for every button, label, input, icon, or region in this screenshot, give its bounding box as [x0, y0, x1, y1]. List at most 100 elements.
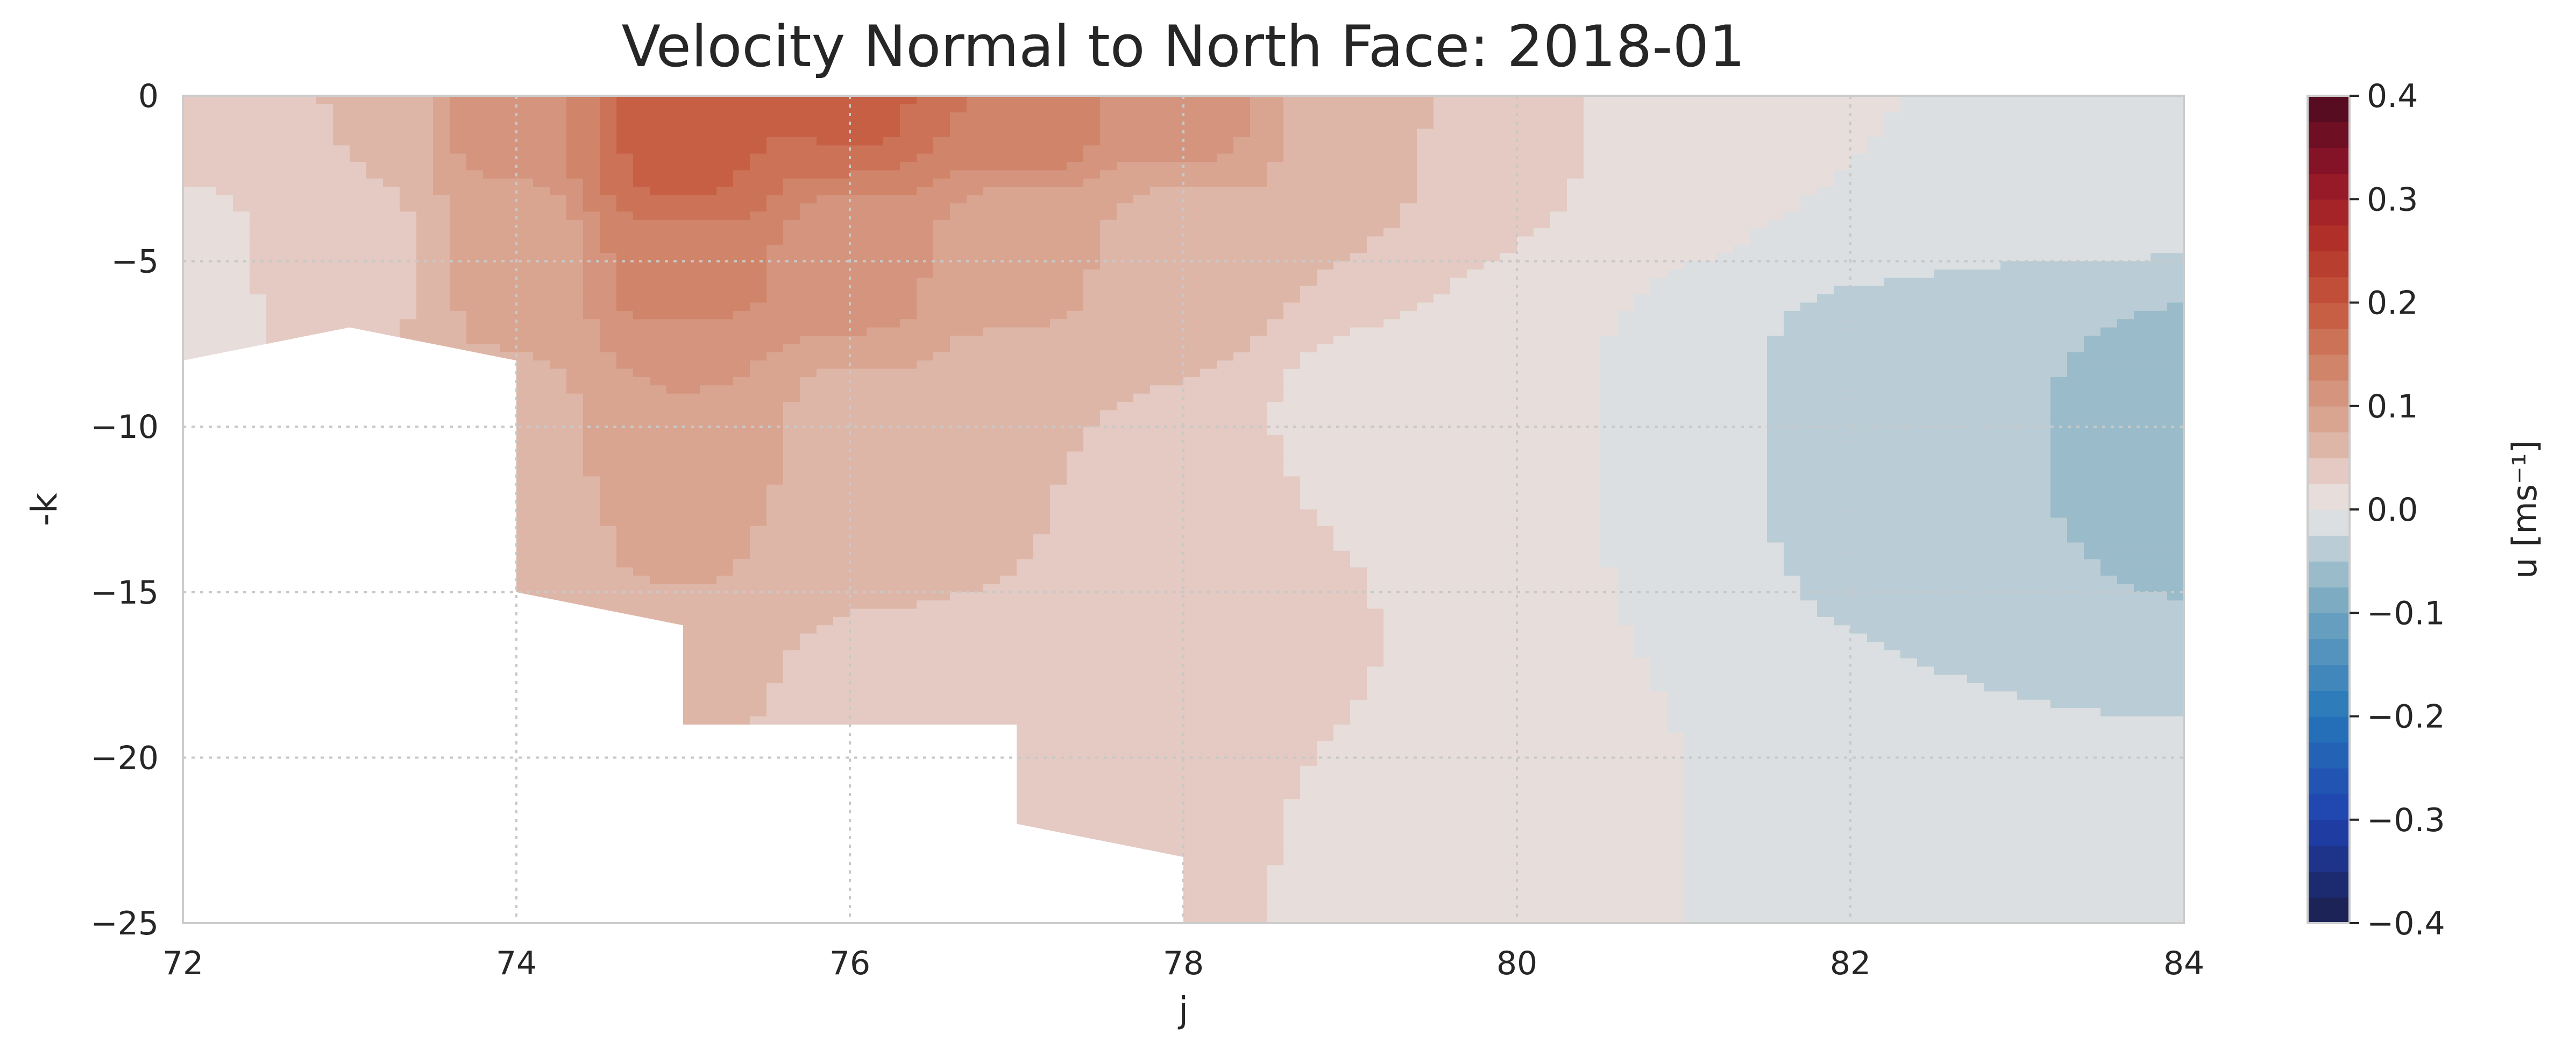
contour-cell	[983, 443, 1000, 452]
contour-cell	[200, 104, 217, 113]
contour-cell	[1000, 121, 1017, 130]
contour-cell	[900, 104, 917, 113]
contour-cell	[533, 327, 550, 336]
contour-cell	[283, 203, 300, 212]
contour-cell	[350, 302, 367, 311]
contour-cell	[250, 269, 267, 279]
contour-cell	[817, 261, 834, 270]
contour-cell	[767, 633, 784, 642]
contour-cell	[750, 269, 767, 279]
contour-cell	[700, 137, 717, 146]
contour-cell	[383, 327, 400, 336]
contour-cell	[500, 195, 517, 204]
contour-cell	[316, 203, 333, 212]
contour-cell	[500, 153, 517, 162]
contour-cell	[733, 476, 750, 485]
contour-cell	[750, 344, 767, 353]
contour-cell	[266, 162, 283, 171]
contour-cell	[700, 129, 717, 138]
contour-cell	[533, 542, 550, 551]
contour-cell	[683, 104, 700, 113]
contour-cell	[967, 584, 984, 593]
contour-cell	[483, 278, 500, 287]
contour-cell	[767, 319, 784, 328]
contour-cell	[550, 493, 567, 502]
contour-cell	[650, 534, 667, 543]
contour-cell	[200, 310, 217, 320]
contour-cell	[633, 526, 650, 535]
contour-cell	[1000, 203, 1017, 212]
contour-cell	[767, 228, 784, 237]
contour-cell	[633, 443, 650, 452]
contour-cell	[750, 584, 767, 593]
contour-cell	[867, 336, 884, 345]
contour-cell	[833, 137, 850, 146]
contour-cell	[883, 526, 900, 535]
contour-cell	[833, 170, 850, 179]
contour-cell	[533, 112, 550, 121]
contour-cell	[983, 203, 1000, 212]
contour-cell	[633, 509, 650, 519]
contour-cell	[933, 129, 950, 138]
contour-cell	[767, 699, 784, 708]
contour-cell	[500, 319, 517, 328]
contour-cell	[566, 592, 584, 601]
contour-cell	[366, 104, 384, 113]
contour-cell	[450, 203, 467, 212]
contour-cell	[850, 360, 867, 370]
contour-cell	[767, 501, 784, 510]
contour-cell	[983, 642, 1000, 651]
contour-cell	[1000, 616, 1017, 626]
contour-cell	[650, 435, 667, 444]
contour-cell	[817, 336, 834, 345]
contour-cell	[366, 121, 384, 130]
contour-cell	[633, 253, 650, 262]
contour-cell	[983, 633, 1000, 642]
contour-cell	[883, 278, 900, 287]
contour-cell	[583, 219, 600, 229]
contour-cell	[550, 336, 567, 345]
contour-cell	[350, 162, 367, 171]
contour-cell	[683, 616, 700, 626]
contour-cell	[533, 261, 550, 270]
contour-cell	[350, 236, 367, 245]
contour-cell	[650, 153, 667, 162]
contour-cell	[950, 534, 967, 543]
contour-cell	[683, 518, 700, 527]
contour-cell	[850, 633, 867, 642]
contour-cell	[366, 203, 384, 212]
contour-cell	[216, 319, 233, 328]
contour-cell	[1000, 518, 1017, 527]
contour-cell	[883, 567, 900, 576]
contour-cell	[716, 451, 734, 460]
contour-cell	[483, 153, 500, 162]
contour-cell	[800, 675, 817, 684]
contour-cell	[550, 187, 567, 196]
contour-cell	[633, 137, 650, 146]
contour-cell	[650, 501, 667, 510]
contour-cell	[400, 278, 417, 287]
contour-cell	[767, 121, 784, 130]
contour-cell	[950, 129, 967, 138]
contour-cell	[917, 716, 934, 725]
contour-cell	[633, 219, 650, 229]
contour-cell	[767, 592, 784, 601]
contour-cell	[700, 170, 717, 179]
contour-cell	[333, 244, 350, 254]
contour-cell	[550, 104, 567, 113]
contour-cell	[366, 137, 384, 146]
contour-cell	[700, 451, 717, 460]
contour-cell	[817, 360, 834, 370]
contour-cell	[750, 286, 767, 295]
contour-cell	[666, 253, 684, 262]
contour-cell	[533, 567, 550, 576]
contour-cell	[950, 402, 967, 411]
contour-cell	[283, 145, 300, 154]
contour-cell	[883, 468, 900, 477]
contour-cell	[316, 310, 333, 320]
contour-cell	[583, 567, 600, 576]
contour-cell	[917, 484, 934, 494]
contour-cell	[1000, 104, 1017, 113]
contour-cell	[383, 244, 400, 254]
contour-cell	[683, 236, 700, 245]
